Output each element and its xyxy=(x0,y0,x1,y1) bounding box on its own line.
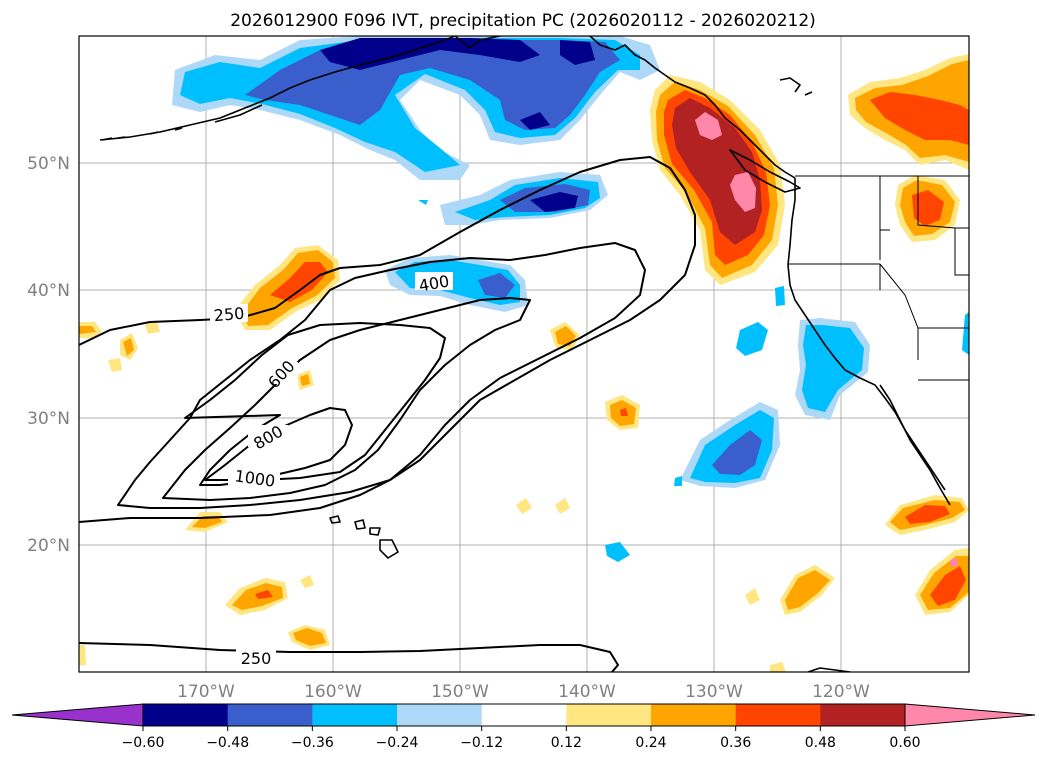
map-title: 2026012900 F096 IVT, precipitation PC (2… xyxy=(230,11,816,31)
colorbar-tick-label: 0.24 xyxy=(635,735,666,751)
map-frame xyxy=(78,35,970,673)
ivt-contour-400 xyxy=(117,242,646,509)
colorbar-segment xyxy=(735,704,821,726)
colorbar-tick-label: −0.36 xyxy=(291,735,334,751)
colorbar-segment xyxy=(481,704,567,726)
lon-label: 120°W xyxy=(812,682,870,702)
colorbar-tick-label: −0.24 xyxy=(376,735,419,751)
lon-label: 130°W xyxy=(685,682,743,702)
lat-label: 40°N xyxy=(27,281,70,301)
colorbar-segment xyxy=(397,704,483,726)
political-borders xyxy=(788,175,969,381)
colorbar-segment xyxy=(566,704,652,726)
colorbar-extend-high xyxy=(904,703,1036,727)
colorbar-segment xyxy=(651,704,737,726)
ivt-contour-800 xyxy=(184,322,446,486)
contour-labels: 250 400 600 800 1000 250 xyxy=(210,271,453,668)
colorbar-segment xyxy=(312,704,398,726)
colorbar: −0.60 −0.48 −0.36 −0.24 −0.12 0.12 0.24 0.36 0.4… xyxy=(11,703,1036,751)
ivt-contour-600 xyxy=(162,297,531,501)
lat-label: 20°N xyxy=(27,536,70,556)
colorbar-tick-label: −0.48 xyxy=(206,735,249,751)
lat-label: 50°N xyxy=(27,154,70,174)
contour-label-250-south: 250 xyxy=(241,649,272,668)
colorbar-extend-low xyxy=(11,703,144,727)
colorbar-tick-label: 0.60 xyxy=(889,735,920,751)
colorbar-tick-label: 0.48 xyxy=(805,735,836,751)
ivt-contour-250-south xyxy=(79,642,619,672)
lon-label: 150°W xyxy=(431,682,489,702)
colorbar-tick-label: 0.36 xyxy=(720,735,751,751)
longitude-labels: 170°W 160°W 150°W 140°W 130°W 120°W xyxy=(177,682,870,702)
latitude-labels: 50°N 40°N 30°N 20°N xyxy=(27,154,70,556)
lon-label: 140°W xyxy=(558,682,616,702)
lon-label: 160°W xyxy=(304,682,362,702)
colorbar-tick-label: −0.12 xyxy=(460,735,503,751)
colorbar-segment xyxy=(227,704,313,726)
lon-label: 170°W xyxy=(177,682,235,702)
lat-label: 30°N xyxy=(27,409,70,429)
colorbar-tick-label: 0.12 xyxy=(551,735,582,751)
colorbar-tick-label: −0.60 xyxy=(122,735,165,751)
contour-label-250-north: 250 xyxy=(213,304,245,326)
coastlines xyxy=(99,36,951,672)
colorbar-frame xyxy=(142,703,906,727)
colorbar-segment xyxy=(143,704,229,726)
colorbar-segment xyxy=(820,704,906,726)
negative-anomaly-regions xyxy=(172,36,969,562)
